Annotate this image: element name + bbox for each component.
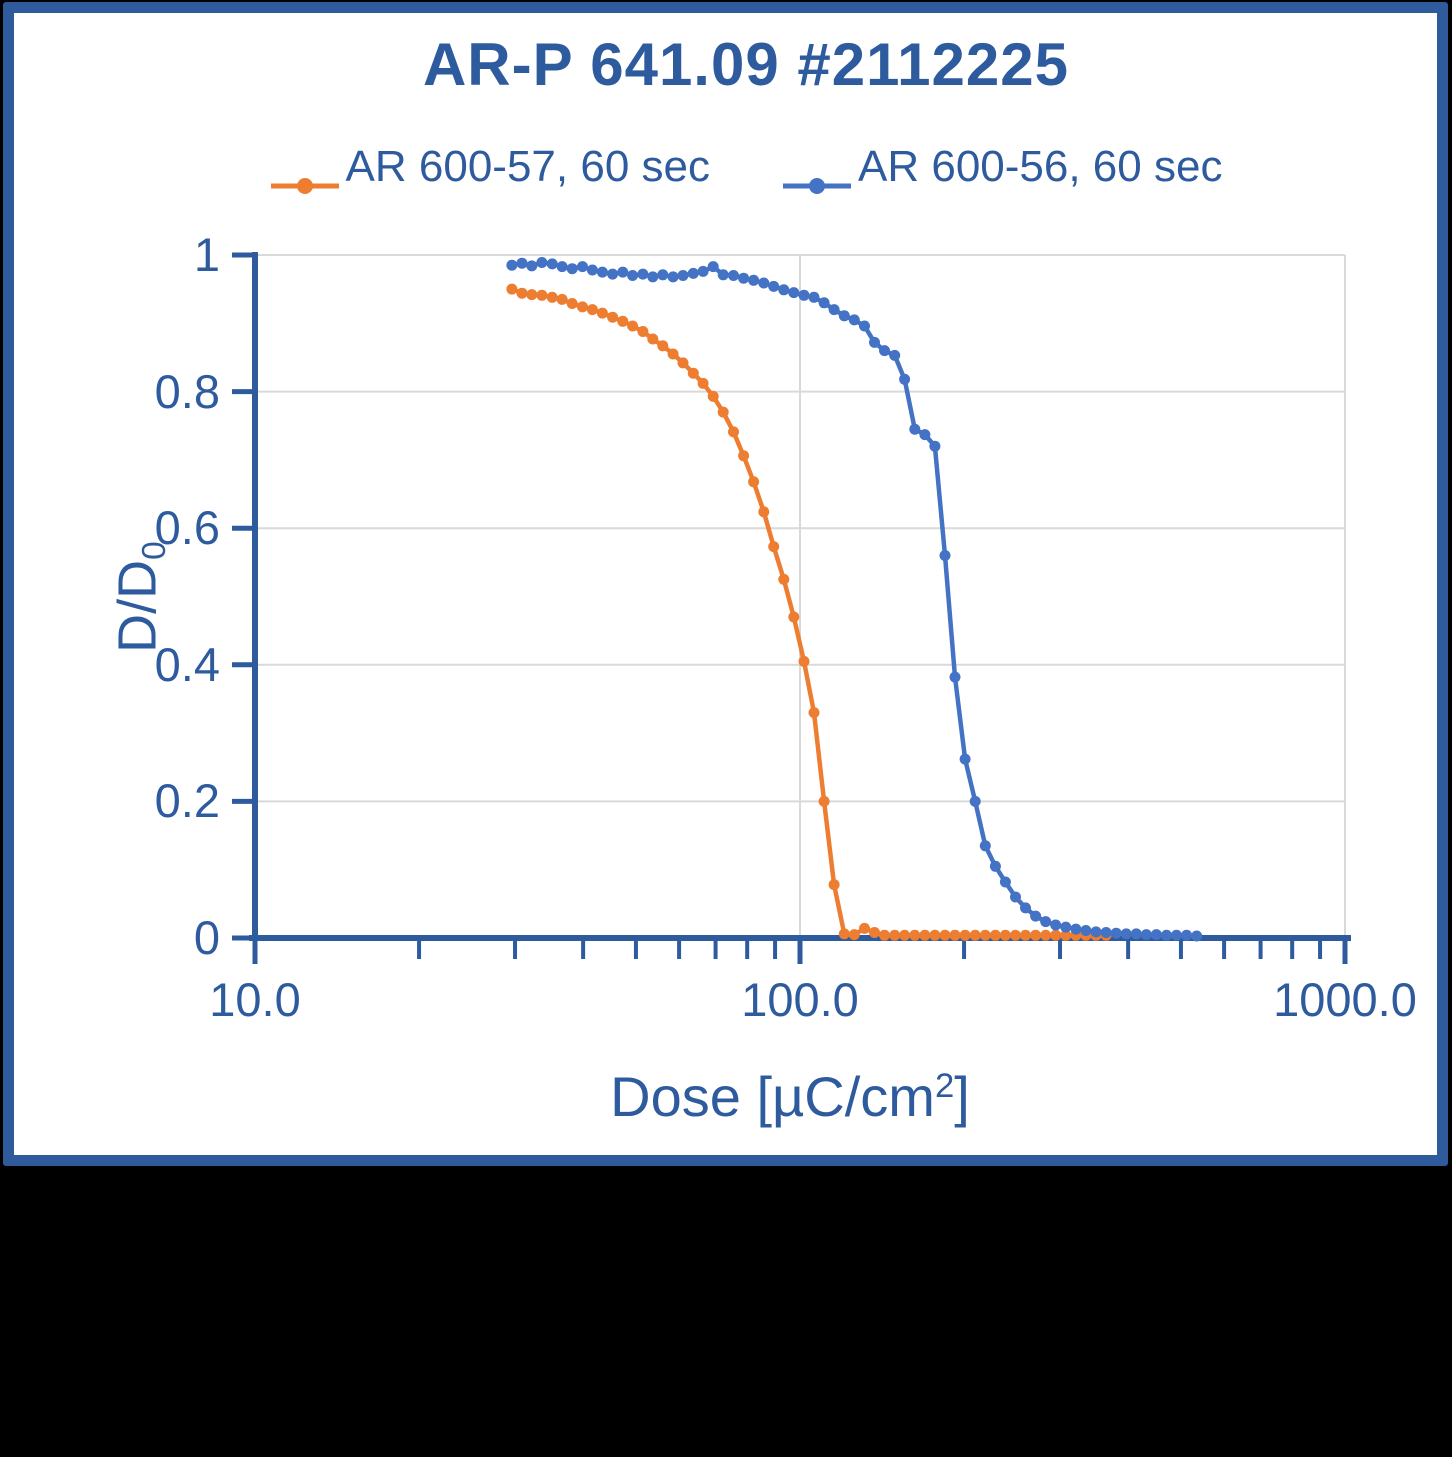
y-tick-label-0.2: 0.2 — [154, 774, 220, 828]
y-tick-label-0.8: 0.8 — [154, 364, 220, 418]
legend: AR 600-57, 60 sec AR 600-56, 60 sec — [20, 142, 1452, 194]
chart-title: AR-P 641.09 #2112225 — [422, 31, 1070, 98]
x-axis-title: Dose [µC/cm2] — [610, 1065, 970, 1129]
legend-marker-blue-icon — [782, 157, 852, 194]
legend-label: AR 600-57, 60 sec — [345, 142, 710, 191]
y-tick-label-0.4: 0.4 — [154, 637, 220, 691]
y-tick-label-0: 0 — [193, 911, 220, 964]
x-tick-label-100.0: 100.0 — [741, 973, 859, 1026]
x-tick-label-10.0: 10.0 — [209, 973, 301, 1026]
x-tick-label-1000.0: 1000.0 — [1273, 973, 1417, 1026]
y-tick-label-1: 1 — [193, 228, 220, 281]
legend-label: AR 600-56, 60 sec — [858, 142, 1223, 191]
y-axis-title: D/D0 — [107, 541, 173, 653]
y-tick-label-0.6: 0.6 — [154, 501, 220, 555]
legend-item-ar-600-56: AR 600-56, 60 sec — [782, 142, 1223, 194]
legend-marker-orange-icon — [270, 157, 340, 194]
legend-item-ar-600-57: AR 600-57, 60 sec — [270, 142, 710, 194]
